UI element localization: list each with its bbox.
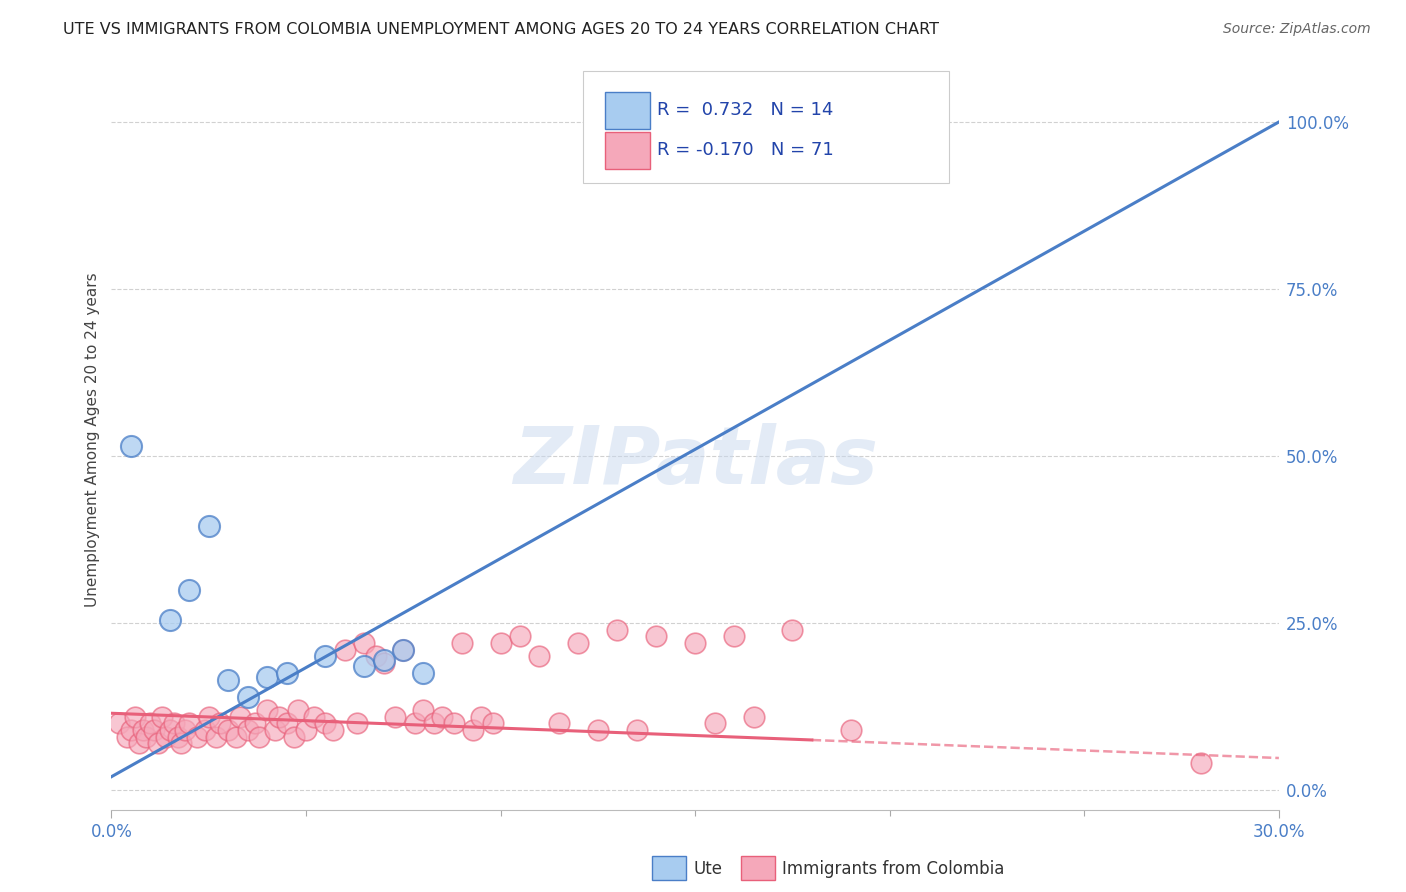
Point [120, 439, 142, 453]
Text: Immigrants from Colombia: Immigrants from Colombia [782, 860, 1004, 878]
Point [267, 709, 290, 723]
Point [404, 716, 426, 731]
Point [124, 709, 146, 723]
Point [115, 730, 138, 744]
Point [135, 730, 157, 744]
Point [276, 666, 298, 681]
Point [322, 723, 344, 737]
Point [742, 709, 765, 723]
Point [782, 623, 804, 637]
Point [256, 703, 278, 717]
Point [236, 723, 259, 737]
Point [159, 613, 181, 627]
Point [353, 636, 375, 650]
Point [256, 669, 278, 683]
Point [839, 723, 862, 737]
Point [197, 519, 219, 533]
Point [470, 709, 492, 723]
Point [314, 716, 336, 731]
Point [163, 716, 186, 731]
Point [217, 723, 239, 737]
Text: R = -0.170   N = 71: R = -0.170 N = 71 [657, 141, 834, 159]
Point [509, 629, 531, 643]
Point [205, 730, 228, 744]
Point [606, 623, 628, 637]
Point [170, 736, 193, 750]
Point [481, 716, 503, 731]
Point [155, 730, 177, 744]
Point [302, 709, 325, 723]
Point [229, 709, 252, 723]
Point [276, 716, 298, 731]
Point [723, 629, 745, 643]
Point [236, 690, 259, 704]
Y-axis label: Unemployment Among Ages 20 to 24 years: Unemployment Among Ages 20 to 24 years [86, 272, 100, 607]
Point [567, 636, 589, 650]
Point [179, 716, 201, 731]
Point [529, 649, 551, 664]
Point [489, 636, 512, 650]
Point [373, 656, 395, 670]
Point [146, 736, 169, 750]
Point [128, 736, 150, 750]
Point [645, 629, 668, 643]
Point [120, 723, 142, 737]
Point [166, 730, 188, 744]
Point [139, 716, 162, 731]
Point [423, 716, 446, 731]
Point [373, 653, 395, 667]
Point [217, 673, 239, 687]
Point [245, 716, 267, 731]
Text: R =  0.732   N = 14: R = 0.732 N = 14 [657, 101, 832, 119]
Point [197, 709, 219, 723]
Point [859, 131, 882, 145]
Point [1189, 756, 1212, 771]
Point [703, 716, 725, 731]
Point [683, 636, 706, 650]
Text: Source: ZipAtlas.com: Source: ZipAtlas.com [1223, 22, 1371, 37]
Point [412, 703, 434, 717]
Point [346, 716, 368, 731]
Point [392, 642, 415, 657]
Point [548, 716, 571, 731]
Point [225, 730, 247, 744]
Point [333, 642, 356, 657]
Point [463, 723, 485, 737]
Point [412, 666, 434, 681]
Point [626, 723, 648, 737]
Point [209, 716, 232, 731]
Point [186, 730, 208, 744]
Point [287, 703, 309, 717]
Point [295, 723, 318, 737]
Point [384, 709, 406, 723]
Point [143, 723, 166, 737]
Point [364, 649, 387, 664]
Point [314, 649, 336, 664]
Point [131, 723, 153, 737]
Text: ZIPatlas: ZIPatlas [513, 423, 877, 500]
Point [586, 723, 609, 737]
Point [150, 709, 173, 723]
Point [392, 642, 415, 657]
Point [247, 730, 270, 744]
Point [353, 659, 375, 673]
Point [159, 723, 181, 737]
Point [174, 723, 197, 737]
Point [179, 582, 201, 597]
Point [450, 636, 472, 650]
Point [194, 723, 217, 737]
Point [108, 716, 131, 731]
Point [263, 723, 285, 737]
Text: UTE VS IMMIGRANTS FROM COLOMBIA UNEMPLOYMENT AMONG AGES 20 TO 24 YEARS CORRELATI: UTE VS IMMIGRANTS FROM COLOMBIA UNEMPLOY… [63, 22, 939, 37]
Text: Ute: Ute [693, 860, 723, 878]
Point [283, 730, 305, 744]
Point [432, 709, 454, 723]
Point [443, 716, 465, 731]
